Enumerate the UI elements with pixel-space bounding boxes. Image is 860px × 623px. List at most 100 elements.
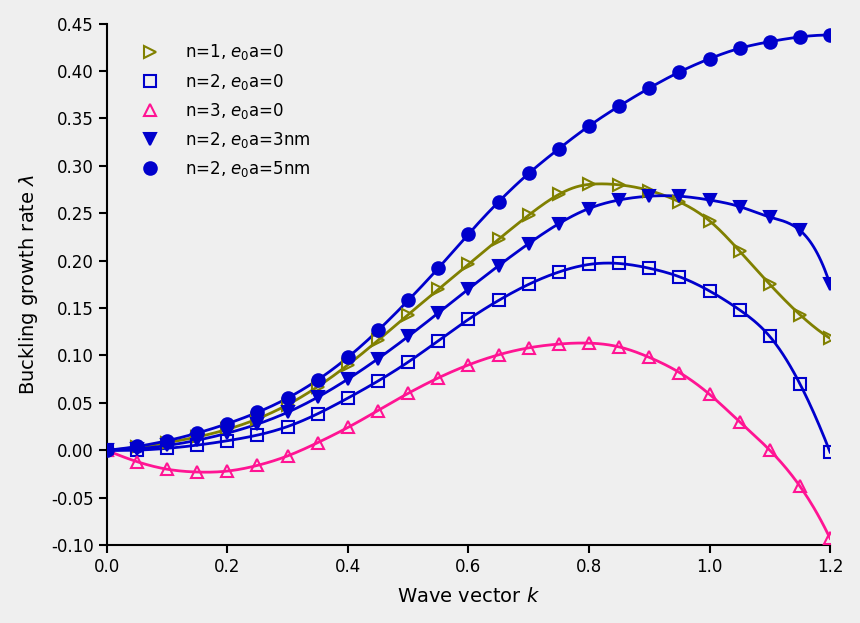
n=2, $e_0$a=0 (132, 447, 142, 454)
n=3, $e_0$a=0 (494, 351, 504, 359)
n=2, $e_0$a=0 (464, 316, 474, 323)
n=3, $e_0$a=0 (373, 407, 384, 414)
n=2, $e_0$a=0 (252, 431, 262, 439)
n=1, $e_0$a=0 (765, 280, 775, 288)
n=3, $e_0$a=0 (554, 340, 564, 348)
n=3, $e_0$a=0 (765, 447, 775, 454)
n=2, $e_0$a=3nm (524, 240, 534, 247)
n=1, $e_0$a=0 (101, 447, 112, 454)
n=2, $e_0$a=3nm (162, 442, 172, 449)
n=2, $e_0$a=5nm (644, 84, 654, 92)
n=1, $e_0$a=0 (282, 401, 292, 409)
n=1, $e_0$a=0 (342, 361, 353, 369)
n=2, $e_0$a=0 (494, 297, 504, 304)
n=1, $e_0$a=0 (795, 311, 805, 318)
n=2, $e_0$a=5nm (373, 326, 384, 334)
n=1, $e_0$a=0 (554, 191, 564, 198)
n=3, $e_0$a=0 (282, 452, 292, 460)
n=3, $e_0$a=0 (192, 468, 202, 476)
n=2, $e_0$a=5nm (101, 447, 112, 454)
n=3, $e_0$a=0 (704, 391, 715, 398)
n=2, $e_0$a=5nm (342, 354, 353, 361)
n=2, $e_0$a=3nm (734, 203, 745, 211)
n=2, $e_0$a=5nm (524, 169, 534, 177)
n=2, $e_0$a=5nm (765, 38, 775, 45)
n=1, $e_0$a=0 (614, 181, 624, 189)
n=3, $e_0$a=0 (524, 344, 534, 351)
n=2, $e_0$a=0 (825, 449, 835, 456)
n=1, $e_0$a=0 (494, 235, 504, 243)
n=2, $e_0$a=5nm (825, 31, 835, 39)
n=3, $e_0$a=0 (614, 343, 624, 351)
n=2, $e_0$a=3nm (584, 205, 594, 212)
n=3, $e_0$a=0 (584, 340, 594, 347)
n=1, $e_0$a=0 (252, 415, 262, 422)
n=2, $e_0$a=0 (433, 337, 444, 345)
n=2, $e_0$a=3nm (464, 285, 474, 293)
n=2, $e_0$a=3nm (795, 227, 805, 234)
n=1, $e_0$a=0 (734, 247, 745, 255)
n=2, $e_0$a=0 (734, 306, 745, 313)
n=2, $e_0$a=5nm (162, 437, 172, 444)
n=3, $e_0$a=0 (101, 447, 112, 454)
n=3, $e_0$a=0 (222, 467, 232, 475)
n=2, $e_0$a=3nm (132, 445, 142, 452)
n=2, $e_0$a=5nm (433, 265, 444, 272)
n=3, $e_0$a=0 (312, 439, 322, 447)
n=3, $e_0$a=0 (734, 418, 745, 426)
Line: n=3, $e_0$a=0: n=3, $e_0$a=0 (101, 337, 836, 545)
n=2, $e_0$a=5nm (674, 69, 685, 76)
n=2, $e_0$a=0 (312, 410, 322, 417)
n=2, $e_0$a=3nm (433, 309, 444, 316)
Line: n=2, $e_0$a=0: n=2, $e_0$a=0 (101, 257, 836, 459)
n=2, $e_0$a=5nm (222, 420, 232, 427)
n=2, $e_0$a=0 (373, 378, 384, 385)
n=2, $e_0$a=0 (162, 445, 172, 452)
n=2, $e_0$a=0 (584, 260, 594, 268)
n=3, $e_0$a=0 (644, 354, 654, 361)
n=2, $e_0$a=0 (524, 280, 534, 288)
n=1, $e_0$a=0 (312, 383, 322, 391)
Line: n=2, $e_0$a=3nm: n=2, $e_0$a=3nm (101, 190, 836, 457)
Line: n=1, $e_0$a=0: n=1, $e_0$a=0 (101, 178, 836, 457)
n=2, $e_0$a=3nm (252, 421, 262, 428)
n=2, $e_0$a=5nm (795, 33, 805, 40)
n=2, $e_0$a=3nm (765, 213, 775, 221)
n=2, $e_0$a=0 (554, 269, 564, 276)
n=1, $e_0$a=0 (222, 426, 232, 433)
n=2, $e_0$a=0 (101, 447, 112, 454)
n=2, $e_0$a=3nm (494, 262, 504, 270)
n=2, $e_0$a=3nm (614, 196, 624, 204)
n=2, $e_0$a=5nm (282, 394, 292, 402)
n=2, $e_0$a=5nm (464, 231, 474, 238)
n=1, $e_0$a=0 (584, 181, 594, 188)
n=2, $e_0$a=5nm (704, 55, 715, 62)
n=1, $e_0$a=0 (162, 439, 172, 447)
n=2, $e_0$a=5nm (403, 297, 414, 304)
n=2, $e_0$a=0 (342, 394, 353, 402)
n=2, $e_0$a=0 (192, 441, 202, 449)
n=2, $e_0$a=3nm (312, 394, 322, 401)
n=2, $e_0$a=3nm (704, 196, 715, 204)
n=1, $e_0$a=0 (192, 433, 202, 440)
n=2, $e_0$a=5nm (494, 198, 504, 206)
n=2, $e_0$a=3nm (674, 193, 685, 200)
n=2, $e_0$a=5nm (614, 102, 624, 110)
n=3, $e_0$a=0 (252, 462, 262, 469)
n=2, $e_0$a=3nm (644, 193, 654, 200)
n=1, $e_0$a=0 (825, 335, 835, 342)
n=3, $e_0$a=0 (433, 374, 444, 382)
n=1, $e_0$a=0 (403, 311, 414, 318)
n=2, $e_0$a=3nm (282, 409, 292, 416)
n=2, $e_0$a=5nm (312, 376, 322, 384)
Line: n=2, $e_0$a=5nm: n=2, $e_0$a=5nm (101, 29, 836, 457)
n=2, $e_0$a=0 (644, 265, 654, 272)
n=2, $e_0$a=5nm (192, 429, 202, 437)
n=3, $e_0$a=0 (674, 369, 685, 376)
n=3, $e_0$a=0 (403, 389, 414, 397)
n=2, $e_0$a=3nm (403, 333, 414, 340)
n=2, $e_0$a=0 (614, 260, 624, 267)
n=2, $e_0$a=3nm (101, 447, 112, 454)
n=2, $e_0$a=3nm (825, 280, 835, 288)
n=2, $e_0$a=3nm (222, 429, 232, 437)
